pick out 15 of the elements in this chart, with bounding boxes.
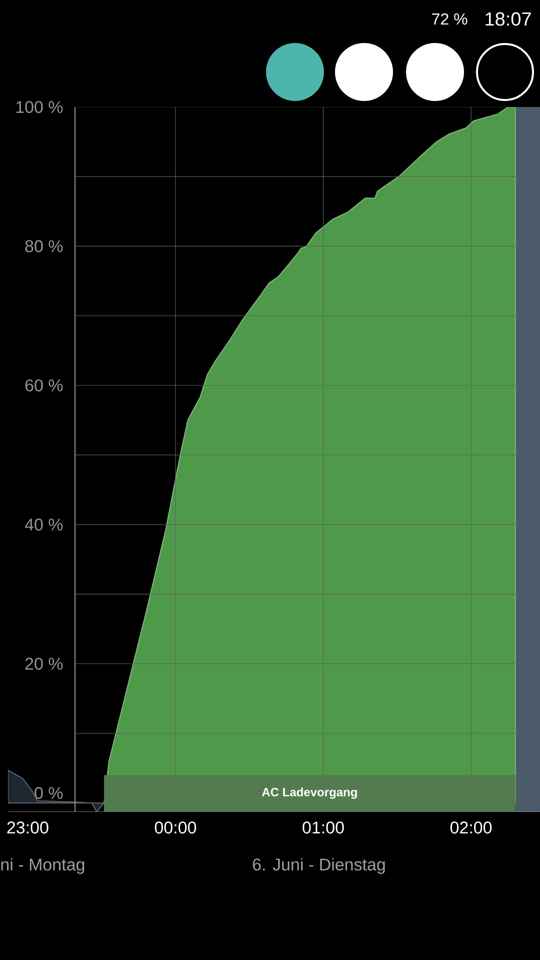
x-tick-label: 01:00 (302, 822, 344, 834)
y-tick-label: 80 % (25, 240, 63, 252)
x-tick-label: 23:00 (7, 822, 48, 834)
x-tick-label: 00:00 (154, 822, 196, 834)
y-tick-label: 0 % (34, 787, 63, 800)
text: 72 % (432, 13, 468, 25)
y-tick-label: 100 % (16, 100, 63, 114)
text: 6. Juni - Dienstag (252, 858, 385, 874)
text: 18:07 (486, 12, 531, 26)
text: ni - Montag (1, 858, 84, 874)
y-tick-label: 60 % (25, 379, 63, 392)
x-tick-label: 02:00 (450, 822, 492, 834)
y-tick-label: 40 % (24, 518, 63, 531)
band-label: AC Ladevorgang (262, 788, 357, 799)
y-tick-label: 20 % (25, 658, 63, 670)
